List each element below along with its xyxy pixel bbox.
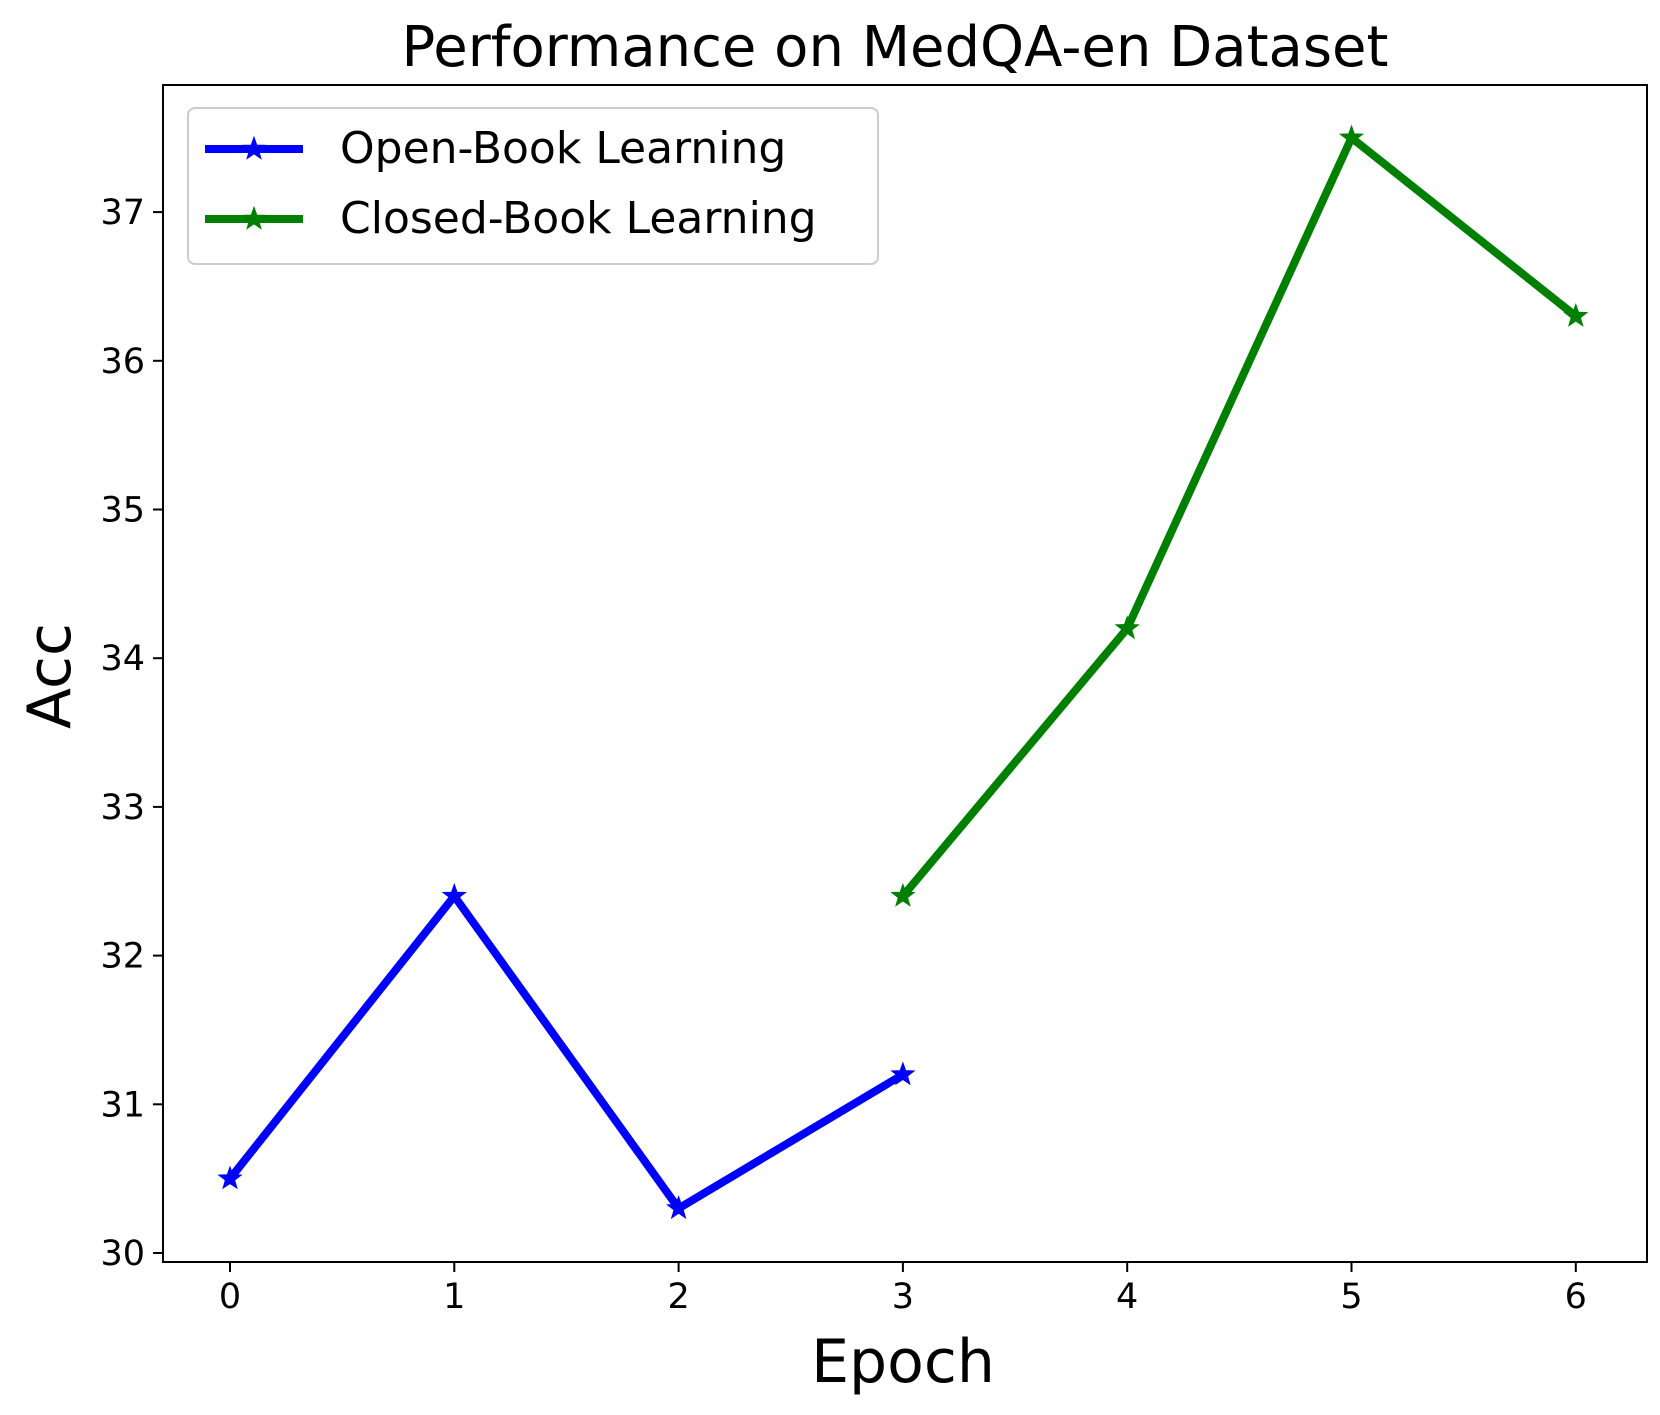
- data-point-star-1: [441, 882, 467, 907]
- y-tick-label: 37: [100, 193, 145, 233]
- legend-swatch-star: [241, 205, 267, 230]
- plot-frame: [162, 84, 1648, 1263]
- data-point-star-2: [890, 882, 916, 907]
- legend: Open-Book Learning Closed-Book Learning: [187, 107, 879, 265]
- data-point-star-1: [666, 1195, 692, 1220]
- data-point-star-2: [1563, 302, 1589, 327]
- y-tick-label: 32: [100, 937, 145, 977]
- data-point-star-1: [217, 1165, 243, 1190]
- x-tick-label: 2: [667, 1277, 689, 1317]
- legend-swatch-star: [241, 135, 267, 160]
- data-point-star-2: [1114, 615, 1140, 640]
- x-tick-label: 5: [1340, 1277, 1362, 1317]
- series-line-1: [224, 889, 909, 1214]
- x-tick-label: 6: [1565, 1277, 1587, 1317]
- data-point-star-1: [890, 1061, 916, 1086]
- legend-label: Closed-Book Learning: [340, 193, 817, 244]
- legend-box: [187, 107, 879, 265]
- x-tick-label: 4: [1116, 1277, 1138, 1317]
- y-tick-label: 31: [100, 1085, 145, 1125]
- y-tick-label: 36: [100, 342, 145, 382]
- series-line-2: [897, 131, 1582, 902]
- x-tick-label: 1: [443, 1277, 465, 1317]
- data-point-star-2: [1338, 124, 1365, 149]
- chart-title: Performance on MedQA-en Dataset: [402, 15, 1389, 80]
- y-tick-label: 33: [100, 788, 145, 828]
- x-tick-label: 3: [892, 1277, 914, 1317]
- y-tick-label: 34: [100, 639, 145, 679]
- x-tick-label: 0: [219, 1277, 241, 1317]
- y-axis-label: Acc: [15, 623, 85, 729]
- y-tick-label: 30: [100, 1234, 145, 1274]
- y-tick-label: 35: [100, 491, 145, 531]
- x-axis-label: Epoch: [811, 1327, 995, 1397]
- legend-label: Open-Book Learning: [340, 123, 786, 174]
